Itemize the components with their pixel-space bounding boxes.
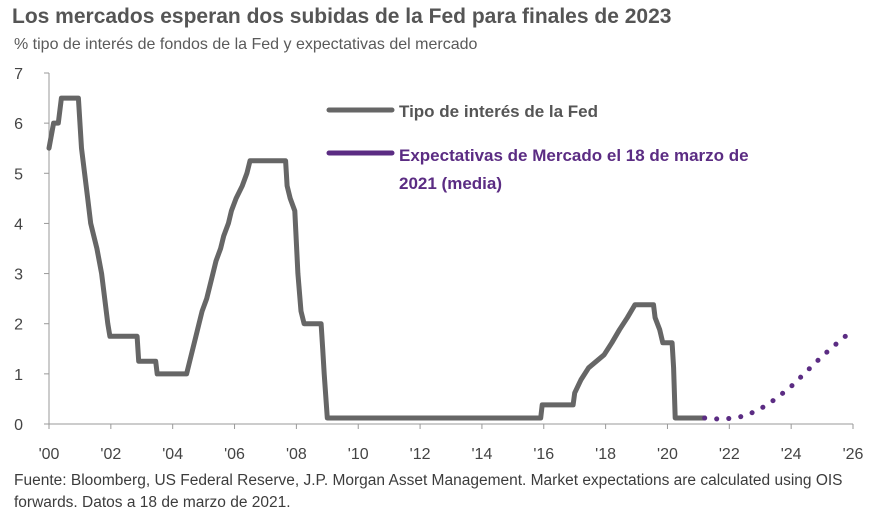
x-tick-label: '10	[348, 446, 369, 463]
x-tick-label: '20	[657, 446, 678, 463]
x-tick-label: '06	[224, 446, 245, 463]
y-tick-label: 1	[14, 367, 23, 384]
chart-title: Los mercados esperan dos subidas de la F…	[12, 5, 672, 28]
x-axis: '00 '02 '04 '06 '08 '10 '12 '14 '16 '18 '20 '22 '24 '…	[39, 424, 864, 463]
y-tick-label: 2	[14, 317, 23, 334]
y-tick-label: 0	[14, 417, 23, 434]
x-tick-label: '04	[162, 446, 183, 463]
x-tick-label: '02	[100, 446, 121, 463]
x-tick-label: '16	[533, 446, 554, 463]
y-axis: 0 1 2 3 4 5 6 7	[14, 66, 49, 434]
series-layer	[46, 95, 854, 422]
y-tick-label: 7	[14, 66, 23, 83]
legend-label-fed-rate: Tipo de interés de la Fed	[399, 102, 598, 121]
x-tick-label: '12	[410, 446, 431, 463]
y-tick-label: 5	[14, 166, 23, 183]
x-tick-label: '26	[843, 446, 864, 463]
series-line-fed-rate	[46, 95, 708, 421]
y-tick-label: 4	[14, 216, 23, 233]
series-line-market-expectations	[702, 328, 854, 422]
x-tick-label: '22	[719, 446, 740, 463]
x-tick-label: '14	[471, 446, 492, 463]
legend-label-market-expectations: Expectativas de Mercado el 18 de marzo d…	[399, 146, 749, 193]
x-tick-label: '08	[286, 446, 307, 463]
x-tick-label: '00	[39, 446, 60, 463]
legend: Tipo de interés de la Fed Expectativas d…	[326, 102, 749, 193]
legend-label-line: 2021 (media)	[399, 174, 502, 193]
chart-footer-source: Fuente: Bloomberg, US Federal Reserve, J…	[14, 472, 843, 511]
x-tick-label: '24	[781, 446, 802, 463]
chart-subtitle: % tipo de interés de fondos de la Fed y …	[14, 36, 478, 53]
y-tick-label: 6	[14, 116, 23, 133]
legend-label-line: Expectativas de Mercado el 18 de marzo d…	[399, 146, 749, 165]
x-tick-label: '18	[595, 446, 616, 463]
y-tick-label: 3	[14, 267, 23, 284]
